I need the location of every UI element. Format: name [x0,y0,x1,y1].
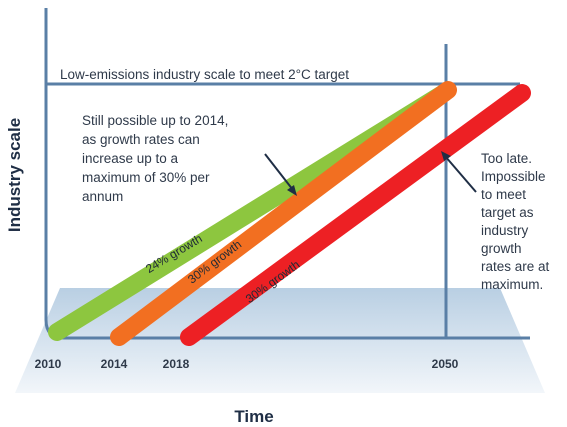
arrow-too-late-head [441,151,451,161]
annotation-possible-line: annum [82,189,123,204]
x-axis-title: Time [234,407,273,426]
annotation-too-late-line: target as [481,205,534,220]
annotation-possible-line: as growth rates can [82,132,200,147]
annotation-too-late-line: industry [481,223,529,238]
arrow-possible-head [287,185,297,196]
annotation-possible-line: maximum of 30% per [82,170,210,185]
arrow-too-late [444,155,477,193]
annotation-possible-line: Still possible up to 2014, [82,113,228,128]
path-30-growth-2018 [180,84,531,346]
year-label-2050: 2050 [432,357,459,371]
annotation-too-late-line: rates are at [481,259,550,274]
annotation-too-late-line: Impossible [481,169,546,184]
annotation-too-late: Too late. Impossible to meet target as i… [481,151,550,292]
path-30-growth-2014 [110,81,457,346]
year-label-2010: 2010 [35,357,62,371]
annotation-possible-line: increase up to a [82,151,179,166]
annotation-too-late-line: maximum. [481,277,543,292]
annotation-still-possible: Still possible up to 2014, as growth rat… [82,113,228,204]
annotation-too-late-line: Too late. [481,151,532,166]
y-axis-title: Industry scale [5,118,24,232]
annotation-too-late-line: to meet [481,187,526,202]
annotation-too-late-line: growth [481,241,522,256]
year-label-2014: 2014 [101,357,128,371]
year-label-2018: 2018 [163,357,190,371]
target-line-label: Low-emissions industry scale to meet 2°C… [60,67,349,82]
arrow-possible [264,153,294,191]
